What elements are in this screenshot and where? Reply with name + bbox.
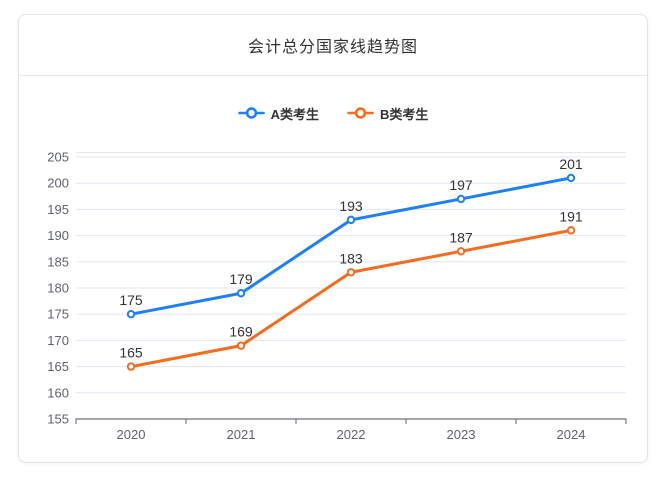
y-axis-tick-label: 205 xyxy=(47,150,69,165)
data-label: 201 xyxy=(559,156,583,172)
data-point xyxy=(456,247,466,256)
legend-item-a[interactable]: A类考生 xyxy=(237,104,319,123)
legend-label: B类考生 xyxy=(380,106,429,122)
y-axis-tick-label: 155 xyxy=(47,412,69,427)
legend-marker-icon xyxy=(347,107,374,119)
y-axis-tick-label: 175 xyxy=(47,307,69,322)
data-point xyxy=(566,226,576,235)
data-point xyxy=(126,362,136,371)
data-point xyxy=(236,289,246,298)
data-point xyxy=(346,215,356,225)
y-axis-tick-label: 165 xyxy=(47,359,69,374)
data-label: 183 xyxy=(339,250,363,266)
data-label: 193 xyxy=(339,198,363,214)
data-label: 175 xyxy=(119,292,143,308)
data-point xyxy=(346,268,356,277)
y-axis-tick-label: 190 xyxy=(47,228,69,243)
data-label: 197 xyxy=(449,177,473,193)
chart-wrap: 155 160 165 170 175 180 185 190 195 200 205 2020 202… xyxy=(19,141,647,456)
data-point xyxy=(456,194,466,204)
y-axis-tick-label: 195 xyxy=(47,202,69,217)
data-label: 165 xyxy=(119,345,143,361)
chart-legend: A类考生 B类考生 xyxy=(19,102,647,124)
chart-title: 会计总分国家线趋势图 xyxy=(247,39,418,56)
legend-item-b[interactable]: B类考生 xyxy=(347,104,428,123)
legend-marker-icon xyxy=(237,107,265,119)
data-point xyxy=(566,173,576,183)
trend-chart-canvas: 155 160 165 170 175 180 185 190 195 200 205 2020 202… xyxy=(47,150,627,442)
y-axis-tick-label: 180 xyxy=(47,281,69,296)
x-axis-tick-label: 2021 xyxy=(227,427,256,442)
x-axis-tick-label: 2023 xyxy=(447,427,476,442)
legend-label: A类考生 xyxy=(270,106,319,122)
data-label: 179 xyxy=(229,271,253,287)
x-axis-tick-label: 2020 xyxy=(117,427,146,442)
data-point xyxy=(126,310,136,319)
data-label: 187 xyxy=(449,229,473,245)
y-axis-tick-label: 185 xyxy=(47,254,69,269)
card-header: 会计总分国家线趋势图 xyxy=(19,15,647,76)
data-label: 191 xyxy=(559,208,583,224)
data-point xyxy=(236,341,246,350)
chart-card: 会计总分国家线趋势图 A类考生 B类考生 155 160 165 170 175 180 18… xyxy=(18,14,648,463)
data-label: 169 xyxy=(229,324,253,340)
y-axis-tick-label: 170 xyxy=(47,333,69,348)
y-axis-tick-label: 160 xyxy=(47,385,69,400)
y-axis-tick-label: 200 xyxy=(47,176,69,191)
x-axis-tick-label: 2024 xyxy=(557,427,586,442)
x-axis-tick-label: 2022 xyxy=(337,427,366,442)
